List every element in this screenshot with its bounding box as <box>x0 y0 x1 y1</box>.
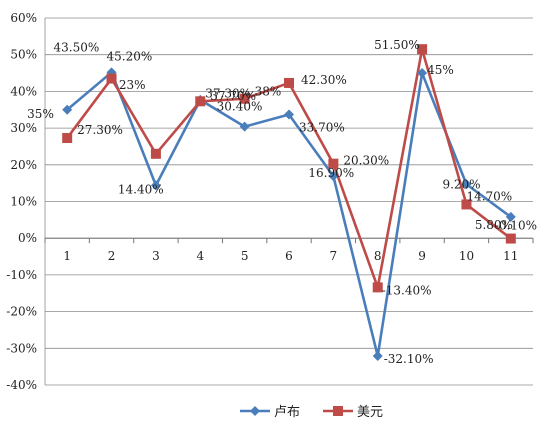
y-tick-label: 60% <box>10 11 37 25</box>
y-tick-label: 10% <box>10 195 37 209</box>
data-point-diamond <box>372 351 383 362</box>
data-label: 45% <box>427 63 454 77</box>
data-point-square <box>417 44 428 55</box>
data-label: -32.10% <box>384 352 434 366</box>
data-point-diamond <box>328 171 339 182</box>
data-point-square <box>195 96 206 107</box>
y-tick-label: 20% <box>10 158 37 172</box>
data-point-square <box>150 148 161 159</box>
data-point-square <box>461 199 472 210</box>
data-label: 16.90% <box>308 166 354 180</box>
x-tick-label: 7 <box>330 249 338 263</box>
data-point-diamond <box>417 68 428 79</box>
data-label: 51.50% <box>374 38 420 52</box>
data-point-square <box>328 158 339 169</box>
data-point-square <box>372 282 383 293</box>
y-tick-label: 50% <box>10 48 37 62</box>
y-tick-label: -30% <box>6 341 37 355</box>
legend-marker-square <box>333 406 343 416</box>
data-label: 45.20% <box>107 49 153 63</box>
y-tick-label: 30% <box>10 121 37 135</box>
y-tick-label: 40% <box>10 84 37 98</box>
data-label: 38% <box>255 85 282 99</box>
data-label: 9.20% <box>442 177 480 191</box>
data-label: 30.40% <box>217 100 263 114</box>
x-tick-label: 1 <box>63 249 71 263</box>
y-tick-label: -20% <box>6 305 37 319</box>
data-label: -13.40% <box>382 283 432 297</box>
data-label: 14.40% <box>118 182 164 196</box>
data-point-diamond <box>150 180 161 191</box>
legend-label: 卢布 <box>274 404 300 420</box>
x-tick-label: 4 <box>196 249 204 263</box>
data-label: 35% <box>27 107 54 121</box>
x-tick-label: 8 <box>374 249 382 263</box>
data-label: 20.30% <box>343 154 389 168</box>
x-tick-label: 2 <box>108 249 116 263</box>
data-label: 5.80% <box>475 218 513 232</box>
x-tick-label: 9 <box>418 249 426 263</box>
data-label: 14.70% <box>466 189 512 203</box>
data-label: 37.30% <box>205 86 251 100</box>
x-tick-label: 5 <box>241 249 249 263</box>
data-point-square <box>239 93 250 104</box>
data-label: 27.30% <box>77 123 123 137</box>
data-label: 23% <box>119 78 146 92</box>
data-point-square <box>106 73 117 84</box>
data-label: 43.50% <box>54 41 100 55</box>
x-tick-label: 10 <box>459 249 474 263</box>
y-tick-label: 0% <box>18 231 37 245</box>
data-point-square <box>284 77 294 88</box>
data-point-square <box>505 233 516 244</box>
data-label: 37.70% <box>210 89 256 103</box>
data-label: -0.10% <box>495 219 537 233</box>
x-tick-label: 6 <box>285 249 293 263</box>
legend-label: 美元 <box>357 405 383 420</box>
data-point-diamond <box>461 179 472 190</box>
data-label: 42.30% <box>301 73 347 87</box>
y-tick-label: -40% <box>6 378 37 392</box>
data-point-diamond <box>62 104 73 115</box>
legend-marker-diamond <box>250 406 260 416</box>
x-tick-label: 11 <box>503 249 518 263</box>
data-point-diamond <box>505 211 516 222</box>
data-label: 33.70% <box>299 121 345 135</box>
data-point-square <box>62 133 73 144</box>
y-tick-label: -10% <box>6 268 37 282</box>
data-point-diamond <box>284 109 294 120</box>
data-point-diamond <box>239 121 250 132</box>
x-tick-label: 3 <box>152 249 160 263</box>
